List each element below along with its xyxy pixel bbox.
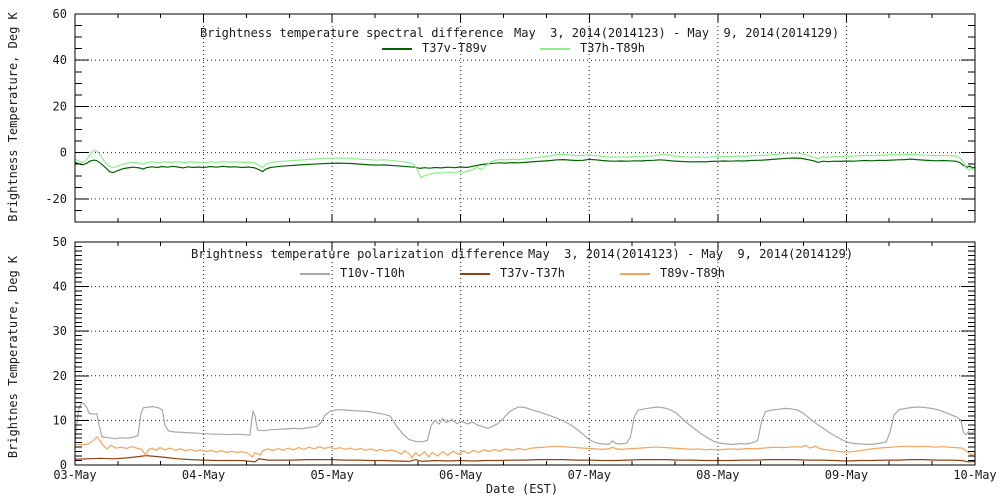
legend-line-swatch [300, 272, 330, 275]
x-tick-label: 06-May [439, 468, 482, 482]
top-y-axis-label: Brightness Temperature, Deg K [6, 12, 20, 222]
legend-line-swatch [460, 272, 490, 275]
legend-line-swatch [620, 272, 650, 275]
x-tick-label: 10-May [953, 468, 996, 482]
y-tick-label: 0 [60, 146, 67, 160]
legend-entry-t37v-t89v: T37v-T89v [382, 42, 487, 55]
legend-label: T89v-T89h [660, 266, 726, 280]
x-tick-label: 08-May [696, 468, 739, 482]
series-line-T37v-T37h [74, 454, 976, 463]
legend-line-swatch [382, 47, 412, 50]
x-tick-label: 09-May [825, 468, 868, 482]
y-tick-label: -20 [45, 192, 67, 206]
series-line-T10v-T10h [74, 401, 976, 446]
y-tick-label: 20 [53, 369, 67, 383]
bottom-panel-date-range: May 3, 2014(2014123) - May 9, 2014(20141… [528, 247, 854, 261]
top-panel-title: Brightness temperature spectral differen… [200, 26, 504, 40]
legend-label: T10v-T10h [340, 266, 406, 280]
y-tick-label: 50 [53, 235, 67, 249]
x-tick-label: 07-May [568, 468, 611, 482]
bottom-panel-title: Brightness temperature polarization diff… [191, 247, 524, 261]
x-axis-label: Date (EST) [485, 482, 559, 496]
y-tick-label: 30 [53, 324, 67, 338]
series-line-T37v-T89v [74, 157, 976, 174]
y-tick-label: 40 [53, 280, 67, 294]
legend-label: T37h-T89h [580, 41, 646, 55]
top-panel-date-range: May 3, 2014(2014123) - May 9, 2014(20141… [514, 26, 840, 40]
bottom-y-axis-label: Brightnes Temperature, Deg K [6, 255, 20, 459]
y-tick-label: 40 [53, 53, 67, 67]
x-tick-label: 04-May [182, 468, 225, 482]
y-tick-label: 60 [53, 7, 67, 21]
legend-label: T37v-T37h [500, 266, 566, 280]
y-tick-label: 20 [53, 99, 67, 113]
legend-entry-t89v-t89h: T89v-T89h [620, 267, 725, 280]
series-line-T37h-T89h [74, 149, 976, 179]
legend-entry-t37v-t37h: T37v-T37h [460, 267, 565, 280]
legend-label: T37v-T89v [422, 41, 488, 55]
x-tick-label: 03-May [53, 468, 96, 482]
legend-entry-t10v-t10h: T10v-T10h [300, 267, 405, 280]
y-tick-label: 0 [60, 458, 67, 472]
y-tick-label: 10 [53, 413, 67, 427]
x-tick-label: 05-May [310, 468, 353, 482]
series-line-T89v-T89h [74, 435, 976, 460]
legend-line-swatch [540, 47, 570, 50]
legend-entry-t37h-t89h: T37h-T89h [540, 42, 645, 55]
